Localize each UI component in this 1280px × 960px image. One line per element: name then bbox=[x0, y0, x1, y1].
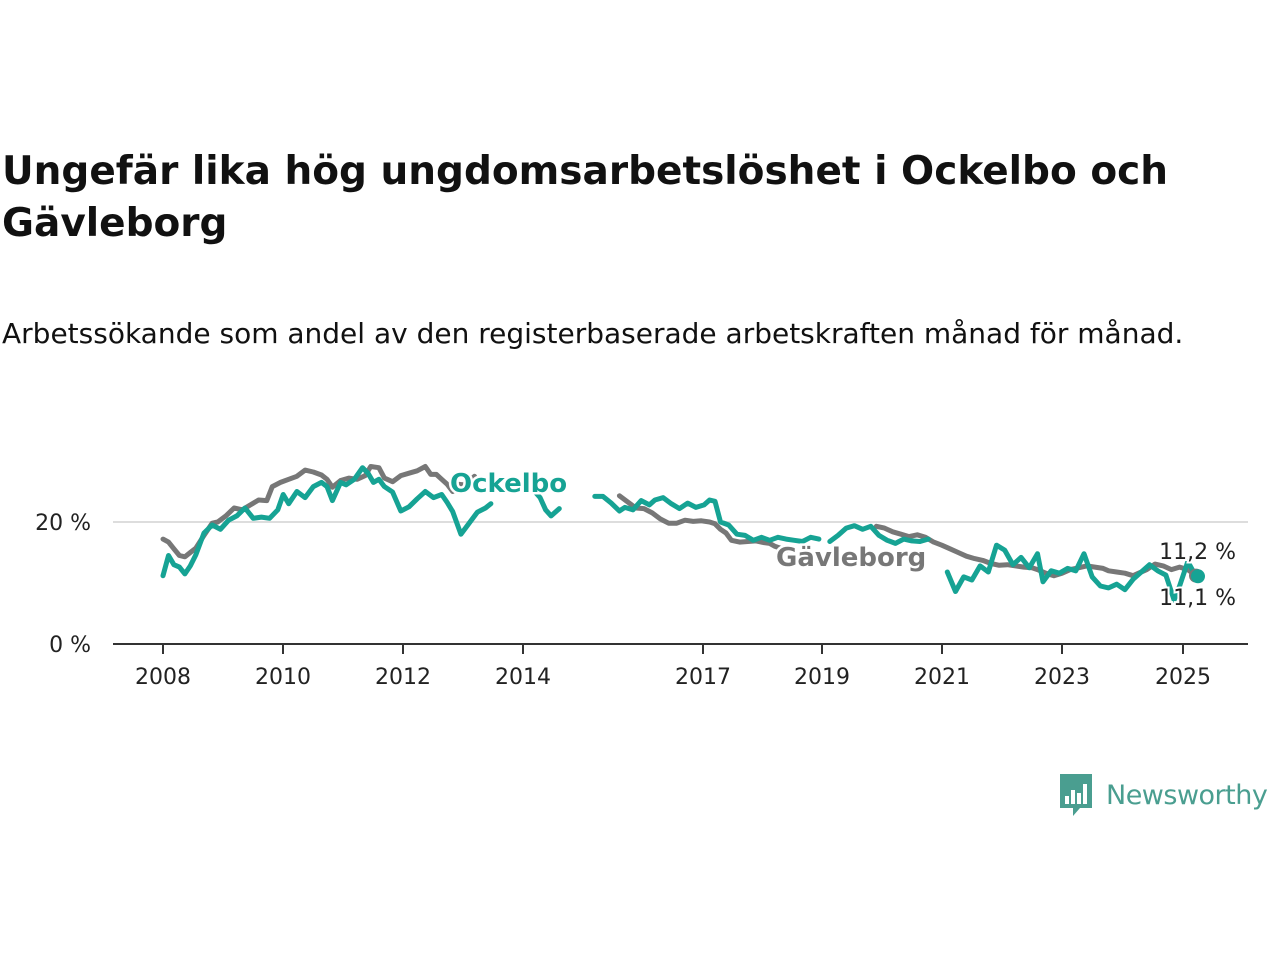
x-tick-label: 2012 bbox=[375, 665, 431, 690]
series-line-ockelbo bbox=[592, 493, 822, 544]
series-line-ockelbo bbox=[532, 489, 562, 519]
x-tick-label: 2025 bbox=[1155, 665, 1211, 690]
brand-name: Newsworthy bbox=[1106, 779, 1268, 811]
x-tick-label: 2010 bbox=[255, 665, 311, 690]
x-tick-label: 2014 bbox=[495, 665, 551, 690]
x-tick-label: 2008 bbox=[135, 665, 191, 690]
series-line-ockelbo bbox=[160, 465, 494, 579]
x-tick-label: 2019 bbox=[794, 665, 850, 690]
end-label-gavleborg: 11,2 % bbox=[1159, 540, 1236, 565]
series-label-gavleborg: Gävleborg bbox=[776, 543, 926, 573]
x-tick-label: 2021 bbox=[914, 665, 970, 690]
newsworthy-logo-icon bbox=[1060, 774, 1092, 816]
series-line-gvleborg bbox=[160, 464, 477, 560]
x-tick-label: 2023 bbox=[1034, 665, 1090, 690]
series-line-gvleborg bbox=[616, 493, 789, 554]
brand-logo: Newsworthy bbox=[1058, 772, 1268, 818]
series-label-ockelbo: Ockelbo bbox=[450, 469, 567, 499]
series-line-ockelbo bbox=[502, 482, 513, 494]
series-line-ockelbo bbox=[944, 542, 1199, 603]
x-tick-label: 2017 bbox=[675, 665, 731, 690]
y-tick-label: 0 % bbox=[49, 633, 91, 658]
series-line-ockelbo bbox=[827, 523, 931, 546]
chart-subtitle: Arbetssökande som andel av den registerb… bbox=[2, 317, 1184, 350]
end-point-ockelbo bbox=[1191, 569, 1205, 584]
end-label-ockelbo: 11,1 % bbox=[1159, 586, 1236, 611]
chart-title: Ungefär lika hög ungdomsarbetslöshet i O… bbox=[2, 149, 1169, 246]
y-tick-label: 20 % bbox=[35, 511, 91, 536]
